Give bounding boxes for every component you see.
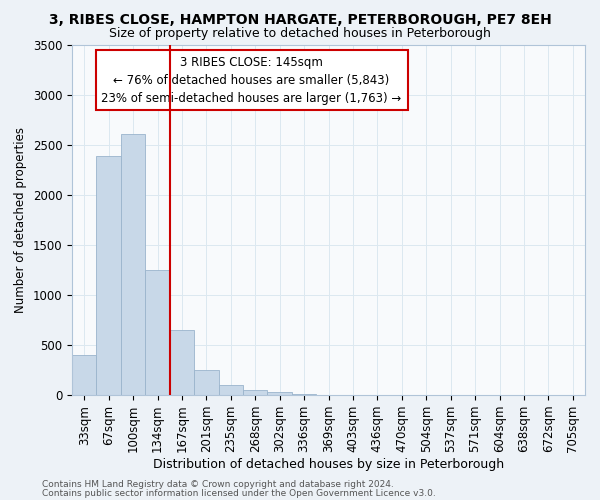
Text: 3, RIBES CLOSE, HAMPTON HARGATE, PETERBOROUGH, PE7 8EH: 3, RIBES CLOSE, HAMPTON HARGATE, PETERBO… (49, 12, 551, 26)
Bar (243, 390, 268, 395)
Text: Contains HM Land Registry data © Crown copyright and database right 2024.: Contains HM Land Registry data © Crown c… (42, 480, 394, 489)
Text: Contains public sector information licensed under the Open Government Licence v3: Contains public sector information licen… (42, 488, 436, 498)
Bar (194, 370, 218, 395)
Bar (170, 330, 194, 395)
Bar (316, 394, 341, 395)
Bar (268, 392, 292, 395)
Bar (292, 394, 316, 395)
Bar (145, 270, 170, 395)
Text: Size of property relative to detached houses in Peterborough: Size of property relative to detached ho… (109, 28, 491, 40)
Y-axis label: Number of detached properties: Number of detached properties (14, 127, 27, 313)
Bar (97, 156, 121, 395)
Bar (72, 355, 97, 395)
X-axis label: Distribution of detached houses by size in Peterborough: Distribution of detached houses by size … (153, 458, 504, 471)
Bar (218, 385, 243, 395)
Text: 3 RIBES CLOSE: 145sqm
← 76% of detached houses are smaller (5,843)
23% of semi-d: 3 RIBES CLOSE: 145sqm ← 76% of detached … (101, 56, 401, 104)
Bar (121, 134, 145, 395)
